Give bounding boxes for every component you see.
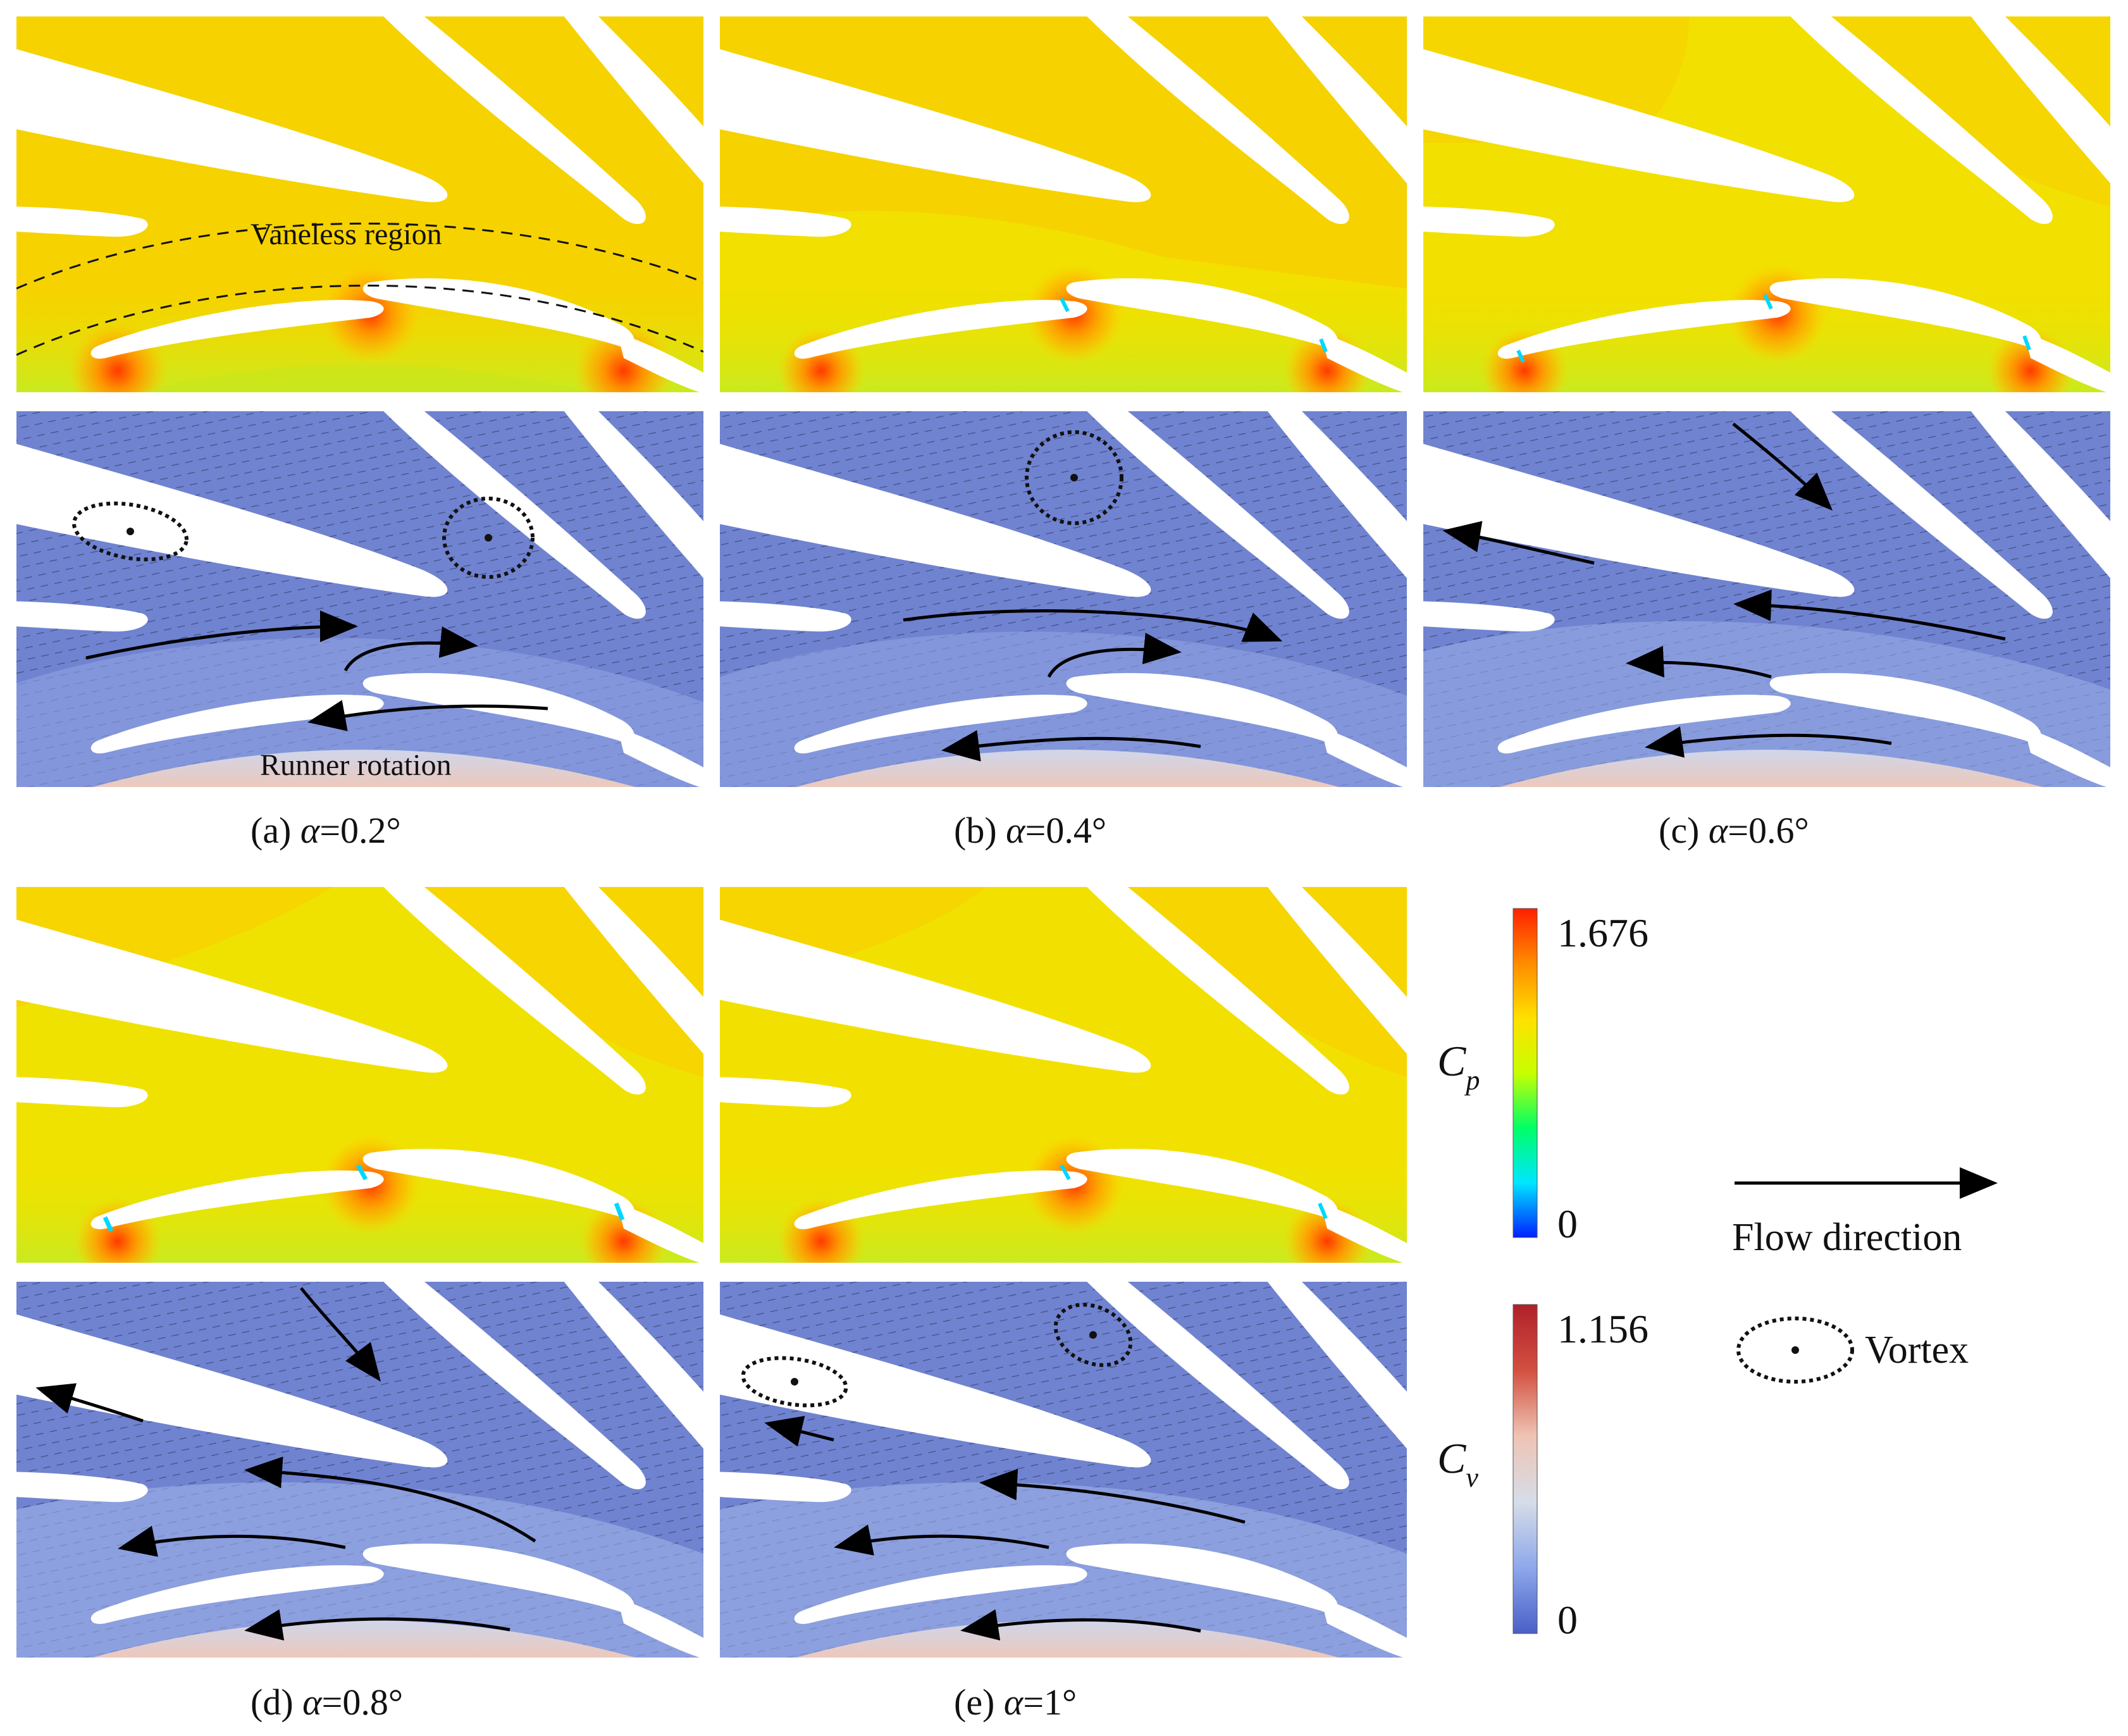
flow-arrow [1645,726,1892,758]
panel-c-cp [1423,16,2110,392]
runner-region [1500,750,2043,787]
vortex-marker [1053,1303,1133,1367]
runner-region [796,1620,1339,1658]
flow-arrow [960,1609,1201,1641]
runner-rotation-label: Runner rotation [260,748,452,782]
cp-max-label: 1.676 [1557,910,1649,955]
panel-e-cp [720,887,1407,1263]
flow-arrow [35,1383,144,1423]
flow-arrow [1733,589,2006,641]
cp-colorbar: 1.676 0 Cp [1437,908,1649,1246]
vortex-marker [72,501,189,562]
panel-b-cv [720,411,1407,787]
caption-b: (b) α=0.4° [954,810,1106,851]
panel-d-cp [16,887,703,1263]
flow-arrow [903,609,1283,642]
panel-d-cv [16,1282,703,1658]
flow-arrow [1732,423,1833,511]
vaneless-boundary-outer [16,222,703,290]
runner-region [93,750,636,787]
cv-colorbar-bar [1512,1304,1538,1634]
cv-max-label: 1.156 [1557,1306,1649,1351]
vortex-marker [1025,430,1123,525]
cv-colorbar: 1.156 0 Cv [1437,1304,1649,1642]
runner-region [796,750,1339,787]
flow-arrow [1442,521,1595,565]
flow-arrow [118,1525,346,1557]
panel-c-cv [1423,411,2110,787]
flow-arrow [85,611,358,660]
flow-arrow [300,1287,381,1382]
panel-a-cv: Runner rotation [16,411,703,787]
vortex-label: Vortex [1865,1329,1969,1372]
caption-c: (c) α=0.6° [1659,810,1809,851]
flow-arrow [979,1468,1246,1524]
cv-min-label: 0 [1557,1597,1578,1642]
cp-variable-label: Cp [1437,1037,1480,1096]
vortex-legend-icon [1736,1317,1854,1384]
flow-arrow [1626,645,1772,679]
vortex-marker [741,1356,848,1408]
flow-arrow [834,1524,1049,1556]
flow-arrow [1047,633,1182,678]
flow-arrow [764,1416,834,1447]
cp-colorbar-bar [1512,908,1538,1238]
caption-e: (e) α=1° [954,1682,1077,1723]
caption-a: (a) α=0.2° [251,810,401,851]
cp-min-label: 0 [1557,1201,1578,1246]
vortex-marker [442,497,535,579]
legend: Flow direction Vortex [1732,1167,1998,1384]
flow-arrow [307,700,548,731]
flow-arrow [343,626,478,672]
cv-variable-label: Cv [1437,1434,1478,1493]
caption-d: (d) α=0.8° [251,1682,403,1723]
panel-a-cp: Vaneless region [16,16,703,392]
flow-arrow [244,1456,536,1543]
flow-direction-label: Flow direction [1732,1216,1962,1259]
flow-arrow [941,729,1201,762]
vaneless-boundary-inner [16,284,703,356]
panel-e-cv [720,1282,1407,1658]
vaneless-region-label: Vaneless region [251,218,442,251]
panel-b-cp [720,16,1407,392]
flow-arrow [244,1609,510,1641]
runner-region [93,1620,636,1658]
